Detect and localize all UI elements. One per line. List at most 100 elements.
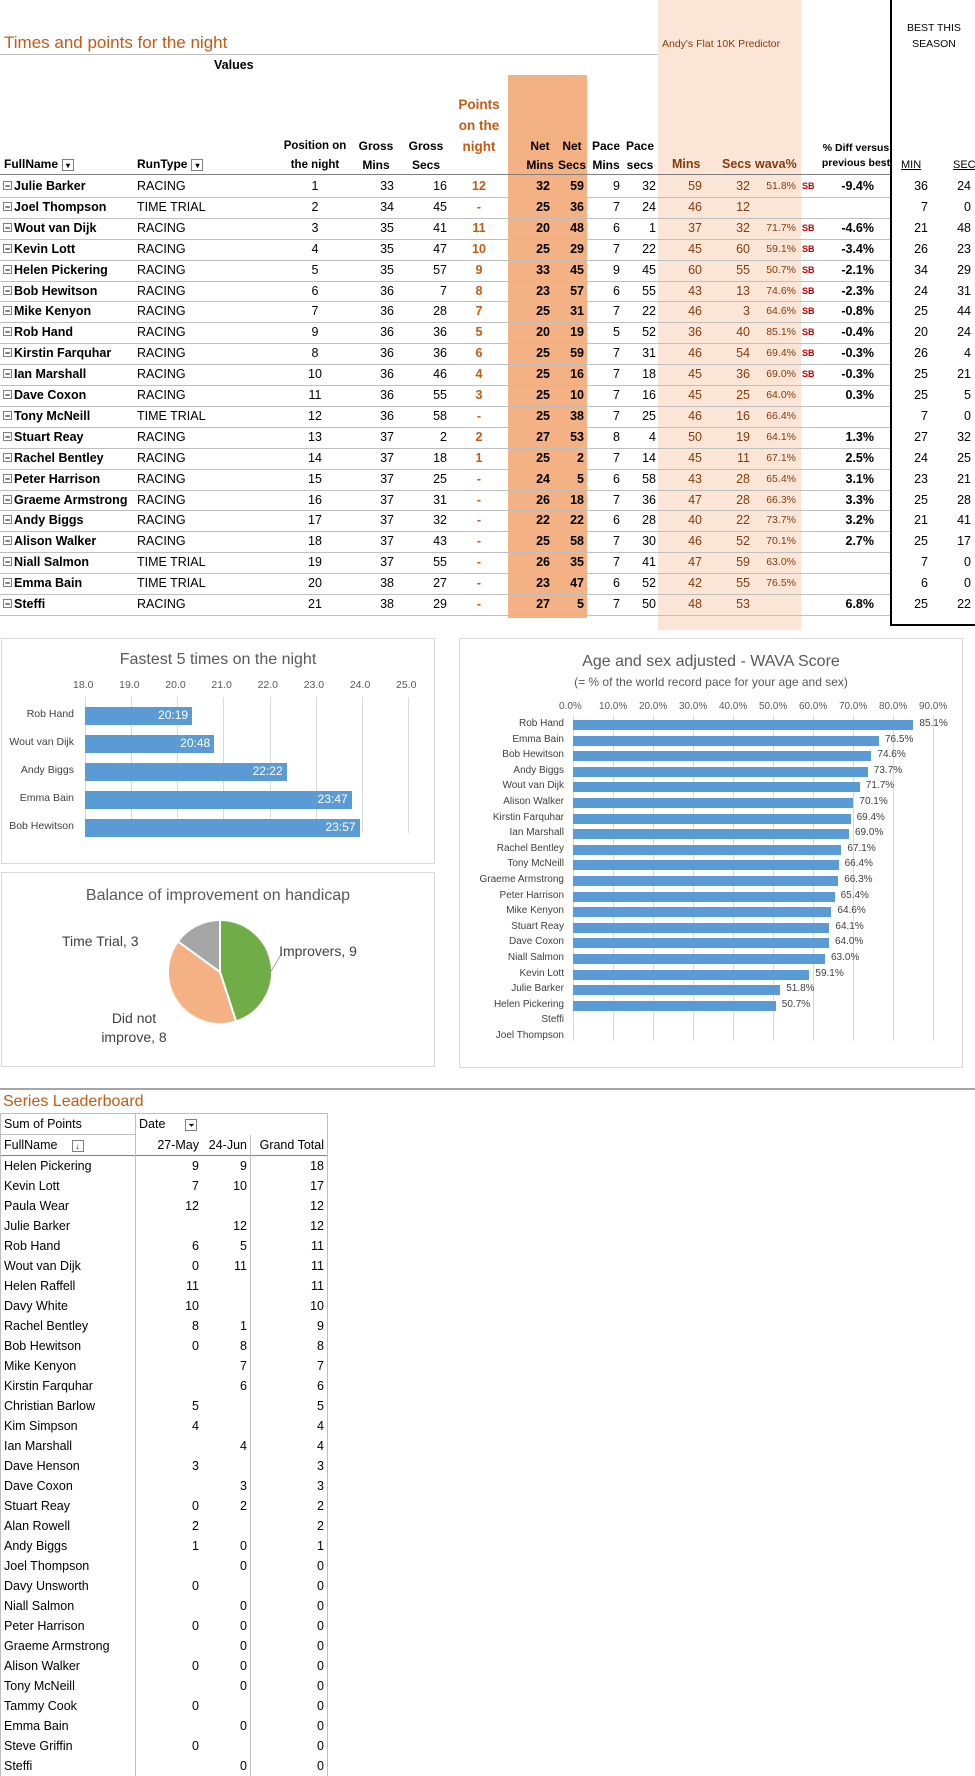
row-ns: 16: [570, 367, 584, 382]
lb-name-sort-button[interactable]: ↓: [71, 1139, 84, 1152]
bar[interactable]: [573, 985, 781, 996]
lb-total: 17: [250, 1176, 328, 1196]
row-name[interactable]: − Julie Barker: [3, 176, 86, 197]
collapse-icon[interactable]: −: [3, 285, 12, 296]
row-wava: 67.1%: [766, 451, 796, 464]
row-gs: 29: [433, 597, 447, 611]
row-name[interactable]: − Bob Hewitson: [3, 281, 97, 302]
x-tick-label: 22.0: [257, 679, 278, 691]
collapse-icon[interactable]: −: [3, 557, 12, 568]
collapse-icon[interactable]: −: [3, 243, 12, 254]
x-tick-label: 24.0: [349, 679, 371, 691]
bar[interactable]: [573, 829, 849, 840]
row-name[interactable]: − Andy Biggs: [3, 510, 83, 531]
row-name[interactable]: − Tony McNeill: [3, 406, 90, 427]
bar[interactable]: [573, 782, 860, 793]
row-name[interactable]: − Kevin Lott: [3, 239, 75, 260]
row-name[interactable]: − Dave Coxon: [3, 385, 86, 406]
lb-name: Ian Marshall: [0, 1436, 136, 1456]
collapse-icon[interactable]: −: [3, 264, 12, 275]
collapse-icon[interactable]: −: [3, 494, 12, 505]
bar[interactable]: [85, 791, 352, 809]
row-prs: 25: [736, 388, 750, 402]
row-name[interactable]: − Alison Walker: [3, 531, 96, 552]
bar[interactable]: [85, 707, 193, 725]
row-name[interactable]: − Niall Salmon: [3, 552, 89, 573]
row-name[interactable]: − Mike Kenyon: [3, 301, 91, 322]
collapse-icon[interactable]: −: [3, 181, 12, 191]
bar[interactable]: [573, 876, 839, 886]
collapse-icon[interactable]: −: [3, 390, 12, 400]
collapse-icon[interactable]: −: [3, 306, 12, 317]
bar[interactable]: [573, 844, 842, 855]
lb-total: 0: [250, 1656, 328, 1676]
row-name[interactable]: − Rob Hand: [3, 322, 73, 343]
row-runtype: RACING: [137, 492, 186, 507]
collapse-icon[interactable]: −: [3, 578, 12, 589]
row-name[interactable]: − Helen Pickering: [3, 260, 108, 281]
collapse-icon[interactable]: −: [3, 452, 12, 463]
collapse-icon[interactable]: −: [3, 369, 12, 380]
bar[interactable]: [85, 735, 215, 753]
row-name[interactable]: − Kirstin Farquhar: [3, 343, 111, 364]
row-name[interactable]: − Peter Harrison: [3, 469, 100, 490]
bar[interactable]: [573, 922, 830, 933]
row-bmin: 25: [914, 367, 928, 382]
collapse-icon[interactable]: −: [3, 348, 12, 359]
row-pos: 11: [308, 388, 322, 402]
row-name[interactable]: − Steffi: [3, 594, 45, 615]
category-label: Dave Coxon: [508, 936, 564, 948]
row-ns: 35: [570, 555, 584, 570]
date-filter-button[interactable]: ⏷: [185, 1118, 198, 1131]
bar[interactable]: [573, 1000, 776, 1011]
bar[interactable]: [573, 720, 914, 730]
row-name[interactable]: − Ian Marshall: [3, 364, 86, 385]
bar[interactable]: [573, 798, 854, 808]
bar[interactable]: [573, 751, 872, 762]
lb-d2: 4: [240, 1439, 247, 1453]
row-name[interactable]: − Emma Bain: [3, 573, 82, 594]
collapse-icon[interactable]: −: [3, 201, 12, 212]
category-label: Wout van Dijk: [502, 780, 564, 792]
bar[interactable]: [573, 938, 829, 949]
row-pm: 6: [613, 283, 620, 298]
collapse-icon[interactable]: −: [3, 410, 12, 421]
row-name[interactable]: − Rachel Bentley: [3, 448, 104, 469]
row-name[interactable]: − Stuart Reay: [3, 427, 83, 448]
collapse-icon[interactable]: −: [3, 515, 12, 526]
bar[interactable]: [573, 860, 839, 871]
collapse-icon[interactable]: −: [3, 327, 12, 338]
pie-slice[interactable]: [167, 940, 238, 1025]
bar[interactable]: [85, 819, 360, 837]
bar[interactable]: [573, 969, 810, 980]
row-name[interactable]: − Joel Thompson: [3, 197, 106, 218]
bar[interactable]: [573, 907, 832, 918]
collapse-icon[interactable]: −: [3, 599, 12, 609]
lb-name: Helen Raffell: [0, 1276, 136, 1296]
col-fullname: FullName ▾: [4, 155, 75, 174]
row-pos: 5: [311, 262, 319, 277]
bar[interactable]: [573, 954, 825, 964]
fullname-filter-button[interactable]: ▾: [62, 158, 75, 171]
bar[interactable]: [85, 763, 287, 781]
row-ns: 36: [570, 199, 584, 214]
pie-slice[interactable]: [219, 918, 273, 1023]
bar[interactable]: [573, 735, 879, 746]
bar[interactable]: [573, 891, 835, 902]
runtype-filter-button[interactable]: ▾: [191, 158, 204, 171]
bar[interactable]: [573, 813, 851, 824]
row-gm: 37: [380, 534, 394, 549]
fastest-chart-title: Fastest 5 times on the night: [119, 651, 317, 668]
row-ns: 2: [577, 450, 584, 465]
data-label: 64.0%: [835, 936, 864, 948]
collapse-icon[interactable]: −: [3, 222, 12, 233]
row-gs: 41: [433, 220, 447, 235]
row-name[interactable]: − Wout van Dijk: [3, 218, 96, 239]
pie-slice[interactable]: [176, 918, 221, 974]
collapse-icon[interactable]: −: [3, 473, 12, 484]
bar[interactable]: [573, 766, 868, 777]
collapse-icon[interactable]: −: [3, 431, 12, 442]
row-ps: 45: [642, 262, 656, 277]
row-name[interactable]: − Graeme Armstrong: [3, 490, 127, 511]
collapse-icon[interactable]: −: [3, 536, 12, 547]
